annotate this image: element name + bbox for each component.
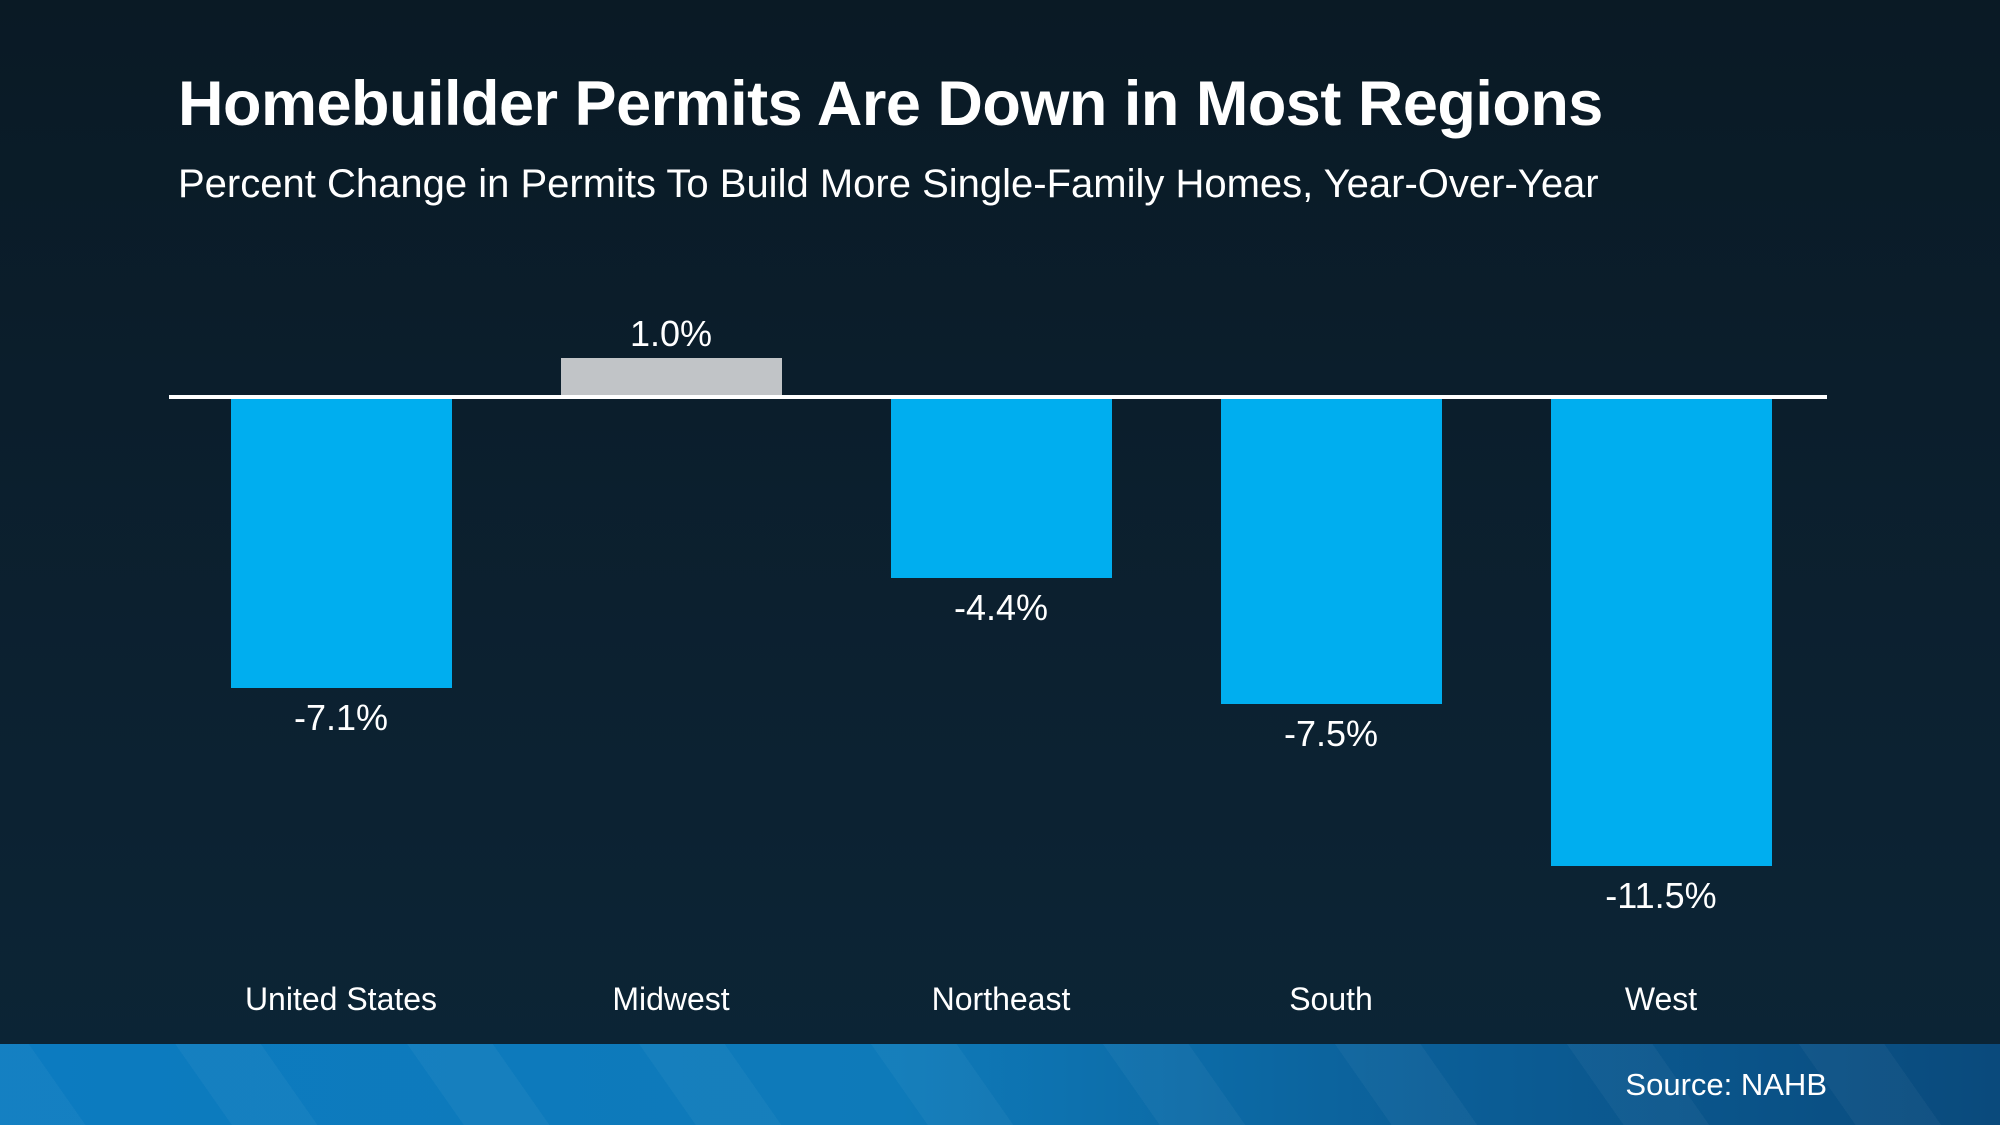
bar-value-label: -4.4% xyxy=(953,587,1049,628)
category-label: Northeast xyxy=(931,981,1071,1017)
category-label: South xyxy=(1289,981,1373,1017)
bar-value-label: -7.1% xyxy=(293,697,389,738)
bar-value-label: -11.5% xyxy=(1605,875,1717,916)
bar-northeast xyxy=(890,399,1112,578)
bar-midwest xyxy=(560,358,782,399)
category-label: West xyxy=(1624,981,1698,1017)
category-label: Midwest xyxy=(612,981,730,1017)
source-attribution: Source: NAHB xyxy=(1625,1067,1827,1102)
bar-west xyxy=(1550,399,1772,866)
bar-south xyxy=(1220,399,1442,704)
bar-united-states xyxy=(230,399,452,688)
bar-value-label: 1.0% xyxy=(629,313,713,354)
chart-subtitle: Percent Change in Permits To Build More … xyxy=(178,162,1599,206)
category-label: United States xyxy=(244,981,438,1017)
zero-baseline-axis xyxy=(169,395,1827,399)
footer-bar: Source: NAHB xyxy=(0,1044,2000,1125)
bar-value-label: -7.5% xyxy=(1283,713,1379,754)
chart-title: Homebuilder Permits Are Down in Most Reg… xyxy=(178,69,1603,139)
